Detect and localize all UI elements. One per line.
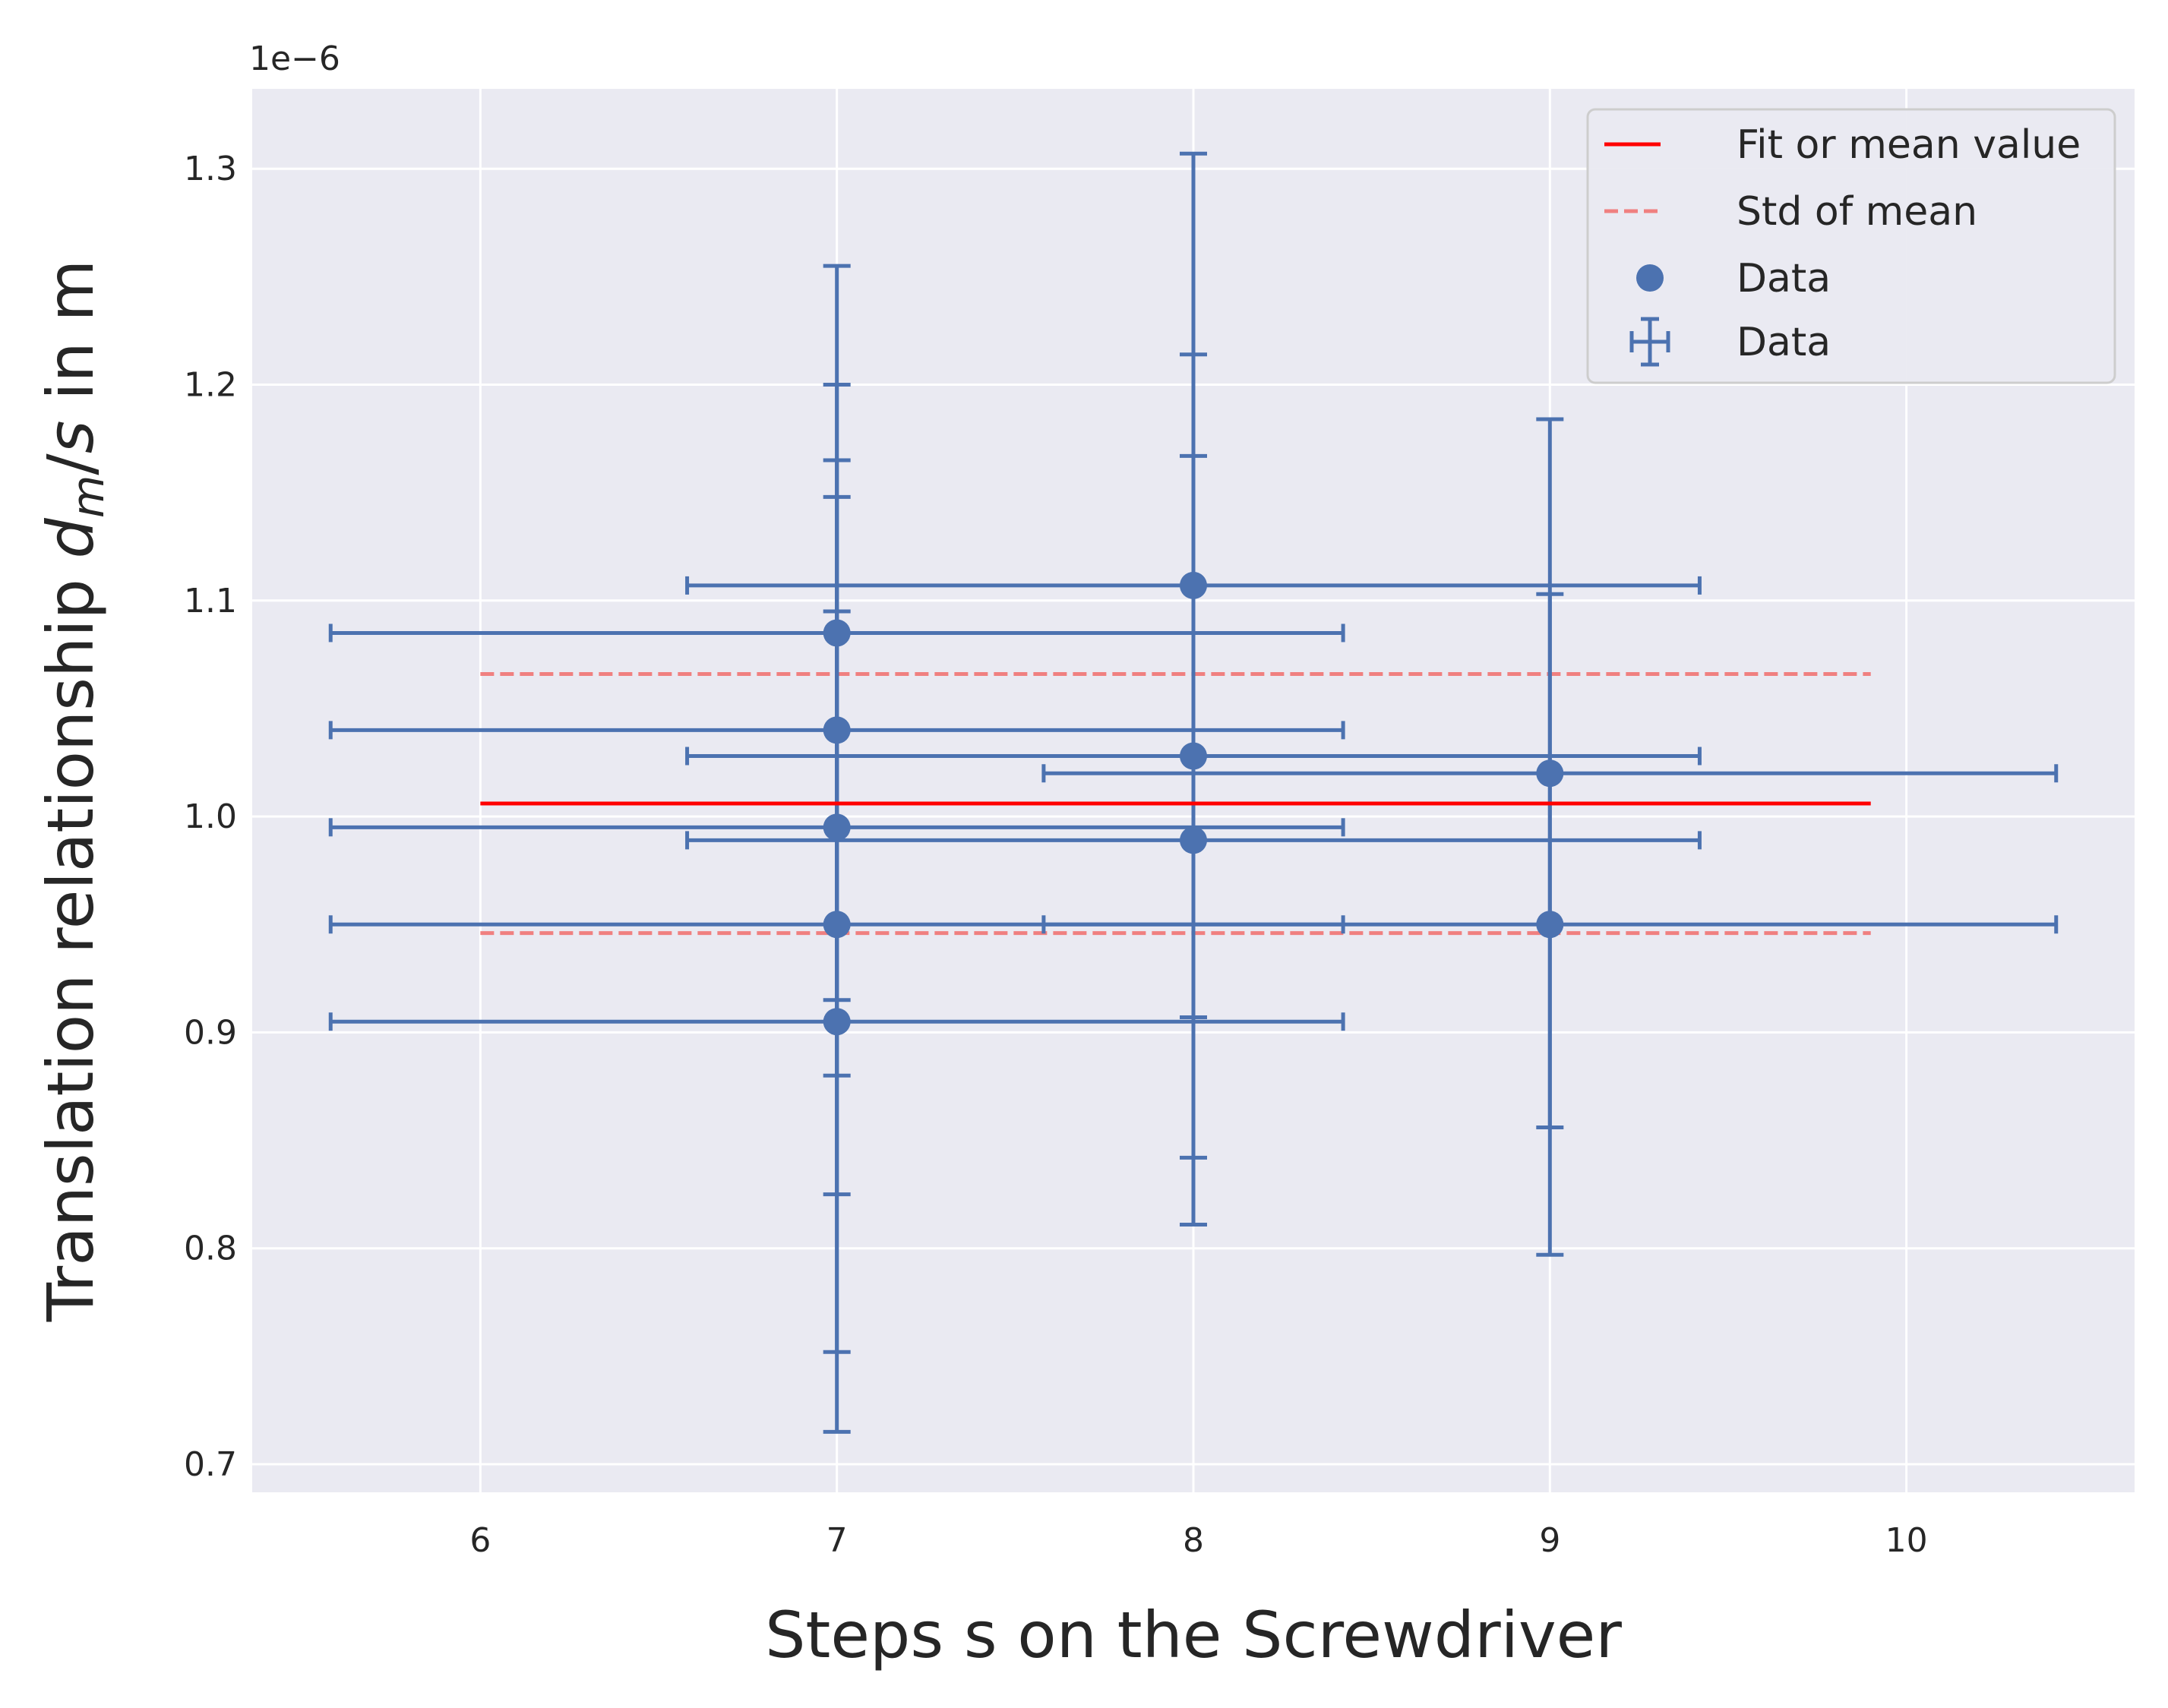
y-tick-label: 1.3: [184, 150, 237, 188]
y-axis-label-suffix: in m: [33, 260, 108, 421]
legend-marker-swatch: [1636, 264, 1664, 292]
legend-box: [1586, 108, 2116, 384]
y-tick-label: 0.8: [184, 1230, 237, 1268]
legend-marker-label: Data: [1737, 256, 1831, 302]
std-of-mean-lines: [480, 671, 1871, 936]
y-tick-label: 0.9: [184, 1013, 237, 1052]
x-tick-labels: 6 7 8 9 10: [469, 1521, 1927, 1560]
y-tick-label: 1.0: [184, 797, 237, 836]
y-axis-label-sub: m: [62, 475, 114, 519]
data-markers: [823, 571, 1564, 1036]
data-point: [1180, 571, 1207, 599]
y-tick-labels: 0.7 0.8 0.9 1.0 1.1 1.2 1.3: [184, 150, 237, 1484]
data-point: [1180, 742, 1207, 770]
x-tick-label: 8: [1183, 1521, 1204, 1560]
x-axis-label: Steps s on the Screwdriver: [765, 1598, 1622, 1672]
data-point: [823, 911, 851, 939]
legend-std-label: Std of mean: [1737, 189, 1977, 235]
y-axis-label-slash: /: [33, 453, 108, 475]
y-tick-label: 1.1: [184, 582, 237, 620]
y-axis-label: Translation relationship dm/s in m: [33, 260, 114, 1323]
legend: Fit or mean value Std of mean Data Data: [1586, 108, 2116, 384]
x-tick-label: 7: [826, 1521, 848, 1560]
data-point: [823, 1008, 851, 1036]
y-tick-label: 0.7: [184, 1445, 237, 1484]
data-point: [1536, 911, 1564, 939]
data-point: [823, 619, 851, 647]
legend-errorbar-swatch: [1629, 317, 1670, 367]
y-axis-label-prefix: Translation relationship: [33, 558, 108, 1322]
y-axis-label-var: d: [33, 517, 108, 558]
y-offset-text: 1e−6: [249, 39, 340, 78]
y-axis-label-var2: s: [33, 421, 108, 454]
data-point: [1536, 759, 1564, 788]
x-tick-label: 9: [1539, 1521, 1560, 1560]
data-point: [823, 813, 851, 841]
data-point: [823, 716, 851, 744]
y-tick-label: 1.2: [184, 366, 237, 405]
x-tick-label: 6: [469, 1521, 491, 1560]
data-point: [1180, 826, 1207, 854]
x-tick-label: 10: [1885, 1521, 1928, 1560]
legend-fit-label: Fit or mean value: [1737, 122, 2081, 168]
legend-errorbar-label: Data: [1737, 320, 1831, 365]
